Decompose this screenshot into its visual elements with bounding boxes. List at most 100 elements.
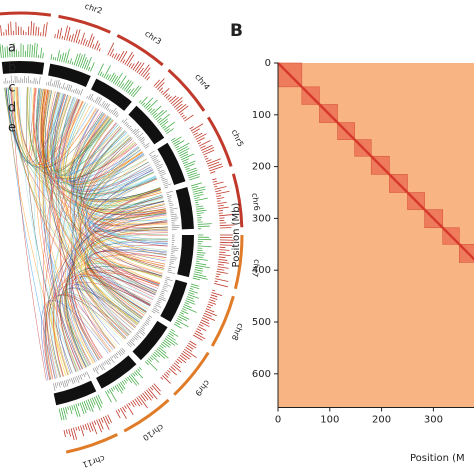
track-bar bbox=[97, 394, 103, 405]
track-bar bbox=[51, 83, 53, 87]
track-bar bbox=[149, 386, 154, 391]
link bbox=[81, 130, 168, 247]
track-bar bbox=[82, 38, 86, 46]
track-bar bbox=[182, 158, 189, 163]
track-bar bbox=[120, 83, 125, 89]
track-bar bbox=[97, 63, 104, 76]
track-bar bbox=[146, 318, 151, 322]
track-bar bbox=[209, 165, 224, 172]
y-tick-label: 0 bbox=[265, 58, 271, 69]
link bbox=[59, 275, 157, 372]
track-label: c bbox=[8, 81, 15, 96]
track-bar bbox=[89, 422, 94, 432]
track-bar bbox=[75, 403, 81, 417]
track-bar bbox=[63, 52, 67, 63]
track-bar bbox=[122, 406, 126, 413]
track-bar bbox=[215, 278, 229, 282]
track-bar bbox=[77, 54, 83, 67]
track-bar bbox=[199, 321, 210, 327]
track-bar bbox=[71, 33, 74, 42]
track-bar bbox=[65, 406, 68, 415]
track-bar bbox=[96, 419, 103, 433]
track-bar bbox=[133, 371, 138, 376]
track-bar bbox=[169, 206, 173, 208]
link bbox=[44, 90, 140, 181]
track-bar bbox=[165, 94, 171, 99]
track-bar bbox=[72, 377, 76, 384]
black-ring bbox=[132, 320, 168, 361]
track-bar bbox=[133, 128, 140, 135]
track-bar bbox=[178, 316, 188, 322]
track-bar bbox=[160, 343, 167, 348]
track-bar bbox=[182, 350, 192, 358]
track-bar bbox=[185, 346, 193, 352]
track-bar bbox=[115, 352, 119, 356]
track-bar bbox=[195, 330, 203, 335]
track-bar bbox=[73, 53, 79, 66]
track-bar bbox=[146, 389, 154, 399]
track-bar bbox=[130, 401, 135, 408]
track-bar bbox=[152, 112, 158, 117]
track-bar bbox=[155, 163, 160, 167]
track-bar bbox=[202, 147, 214, 154]
track-bar bbox=[191, 185, 199, 189]
link bbox=[27, 87, 147, 185]
link bbox=[42, 89, 139, 325]
track-bar bbox=[159, 345, 164, 349]
track-bar bbox=[95, 395, 102, 408]
track-bar bbox=[211, 292, 223, 296]
track-bar bbox=[65, 429, 68, 434]
track-bar bbox=[170, 366, 176, 371]
track-bar bbox=[152, 309, 160, 314]
track-bar bbox=[144, 72, 150, 79]
track-bar bbox=[140, 64, 150, 76]
track-bar bbox=[142, 324, 146, 327]
track-bar bbox=[89, 36, 95, 48]
track-bar bbox=[104, 103, 109, 109]
track-bar bbox=[128, 402, 131, 406]
y-tick-label: 600 bbox=[252, 369, 271, 380]
track-bar bbox=[63, 25, 68, 41]
track-bar bbox=[192, 277, 201, 281]
track-bar bbox=[107, 42, 115, 56]
track-bar bbox=[69, 378, 71, 382]
track-bar bbox=[85, 400, 91, 412]
track-bar bbox=[216, 273, 221, 276]
link bbox=[71, 138, 133, 349]
chromosome-label: chr10 bbox=[141, 422, 165, 442]
track-bar bbox=[136, 132, 144, 139]
link bbox=[11, 87, 128, 337]
link bbox=[46, 91, 137, 180]
track-bar bbox=[118, 51, 125, 62]
track-bar bbox=[138, 136, 142, 140]
chromosome-label: chr1 bbox=[19, 0, 37, 2]
track-bar bbox=[142, 67, 151, 78]
track-bar bbox=[217, 263, 224, 266]
track-bar bbox=[167, 199, 171, 201]
link bbox=[57, 200, 165, 375]
track-bar bbox=[217, 200, 221, 202]
track-bar bbox=[183, 160, 196, 167]
track-bar bbox=[132, 399, 137, 406]
track-bar bbox=[128, 341, 133, 346]
track-bar bbox=[60, 408, 65, 421]
track-bar bbox=[109, 357, 115, 364]
track-bar bbox=[148, 315, 153, 318]
track-bar bbox=[140, 394, 147, 402]
track-bar bbox=[135, 369, 144, 379]
track-bar bbox=[195, 264, 210, 269]
track-bar bbox=[164, 281, 168, 284]
track-bar bbox=[205, 308, 215, 313]
track-bar bbox=[79, 402, 85, 415]
track-bar bbox=[170, 213, 177, 216]
track-bar bbox=[116, 80, 121, 86]
track-bar bbox=[96, 43, 101, 51]
track-label: d bbox=[8, 101, 16, 116]
track-bar bbox=[159, 171, 166, 175]
track-bar bbox=[212, 289, 216, 292]
track-bar bbox=[42, 24, 45, 37]
chromosome-arc bbox=[0, 11, 52, 17]
track-bar bbox=[128, 63, 132, 68]
track-bar bbox=[169, 260, 175, 262]
